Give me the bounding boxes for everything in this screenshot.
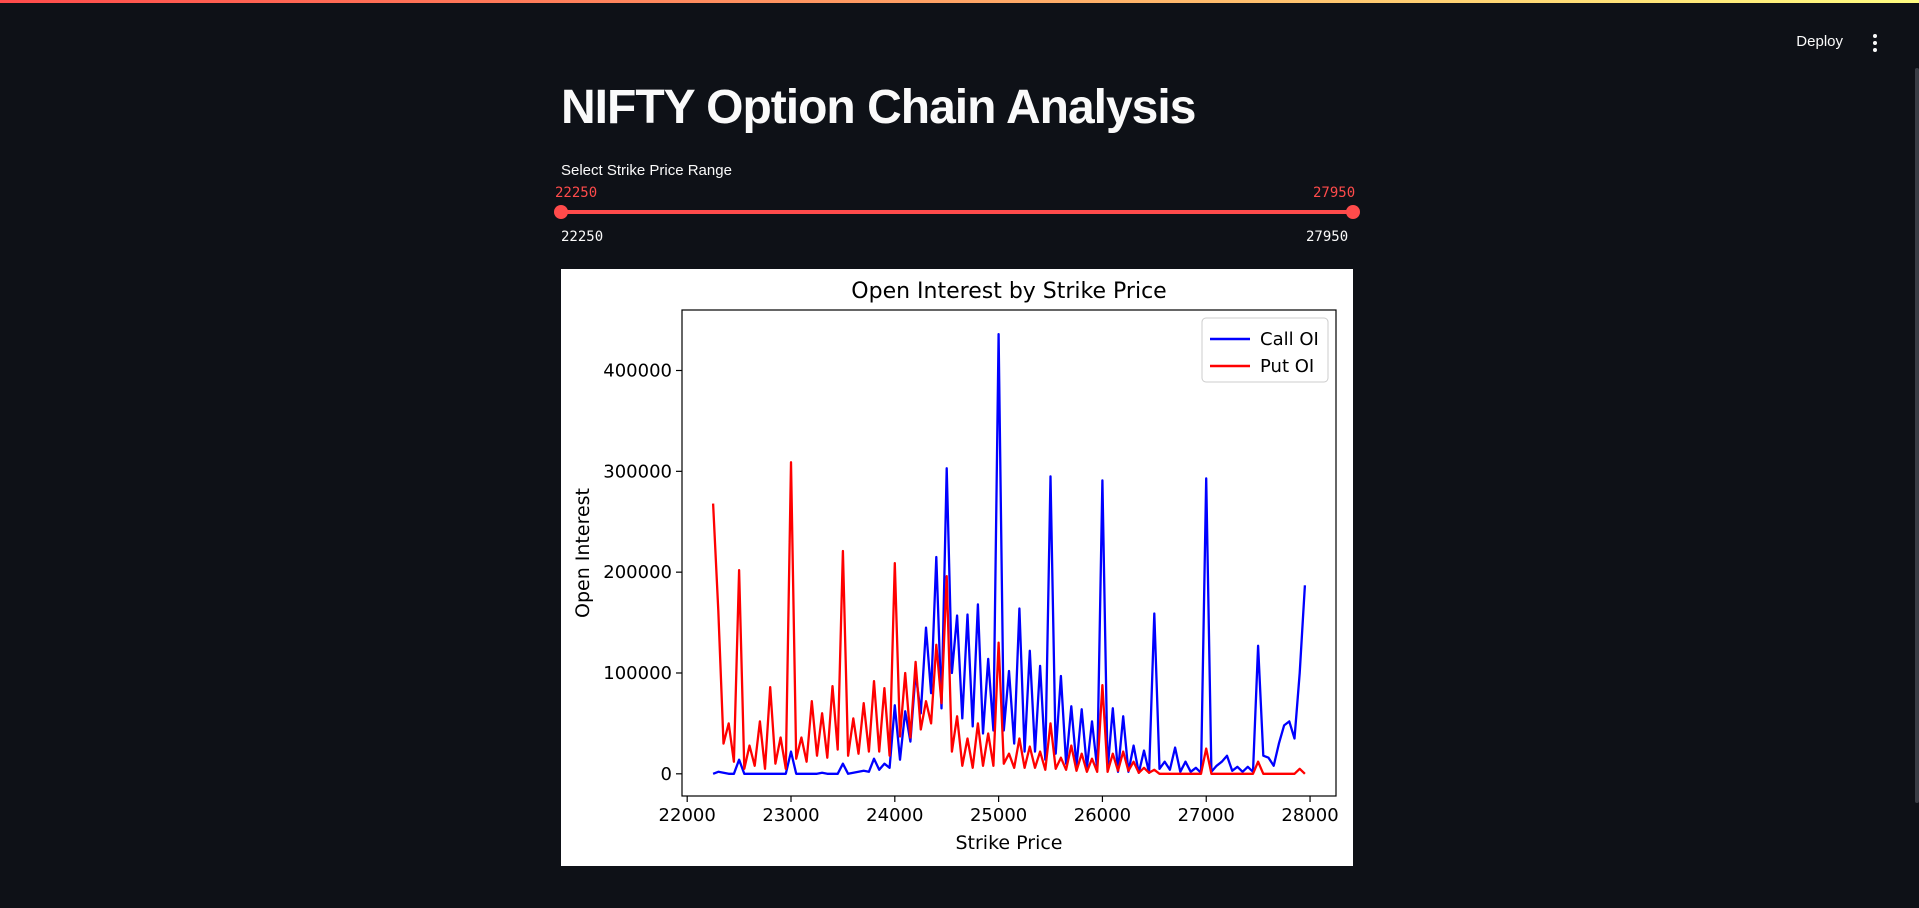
slider-selected-max: 27950 bbox=[1313, 185, 1356, 201]
x-axis-label: Strike Price bbox=[955, 832, 1062, 854]
legend-label: Put OI bbox=[1260, 356, 1314, 377]
slider-max-thumb[interactable] bbox=[1346, 205, 1360, 219]
series-line-put-oi bbox=[711, 461, 1306, 775]
y-tick-label: 100000 bbox=[603, 663, 672, 684]
page-scrollbar[interactable] bbox=[1915, 68, 1919, 803]
x-tick-label: 25000 bbox=[970, 805, 1027, 826]
x-tick-label: 24000 bbox=[866, 805, 923, 826]
slider-track[interactable] bbox=[561, 210, 1353, 214]
x-tick-label: 22000 bbox=[659, 805, 716, 826]
x-tick-label: 28000 bbox=[1281, 805, 1338, 826]
page-title: NIFTY Option Chain Analysis bbox=[561, 81, 1196, 134]
vertical-ellipsis-icon[interactable] bbox=[1865, 31, 1885, 55]
y-tick-label: 400000 bbox=[603, 360, 672, 381]
top-decoration-bar bbox=[0, 0, 1919, 3]
y-tick-label: 300000 bbox=[603, 461, 672, 482]
y-tick-label: 200000 bbox=[603, 562, 672, 583]
slider-label: Select Strike Price Range bbox=[561, 162, 732, 179]
chart-title: Open Interest by Strike Price bbox=[851, 279, 1166, 304]
series-line-call-oi bbox=[712, 333, 1307, 775]
x-tick-label: 26000 bbox=[1074, 805, 1131, 826]
chart-svg: Open Interest by Strike Price 22000 23000 2… bbox=[572, 279, 1339, 854]
plot-frame bbox=[681, 309, 1337, 797]
slider-bound-min: 22250 bbox=[561, 229, 604, 245]
x-tick-label: 23000 bbox=[762, 805, 819, 826]
legend-label: Call OI bbox=[1260, 329, 1319, 350]
slider-selected-min: 22250 bbox=[555, 185, 598, 201]
deploy-button[interactable]: Deploy bbox=[1790, 29, 1849, 54]
y-tick-label: 0 bbox=[661, 764, 672, 785]
slider-bound-max: 27950 bbox=[1306, 229, 1349, 245]
x-tick-label: 27000 bbox=[1178, 805, 1235, 826]
app-header: Deploy bbox=[0, 3, 1919, 63]
slider-min-thumb[interactable] bbox=[554, 205, 568, 219]
open-interest-chart: Open Interest by Strike Price 22000 23000 2… bbox=[561, 269, 1353, 866]
y-axis-label: Open Interest bbox=[572, 488, 594, 618]
